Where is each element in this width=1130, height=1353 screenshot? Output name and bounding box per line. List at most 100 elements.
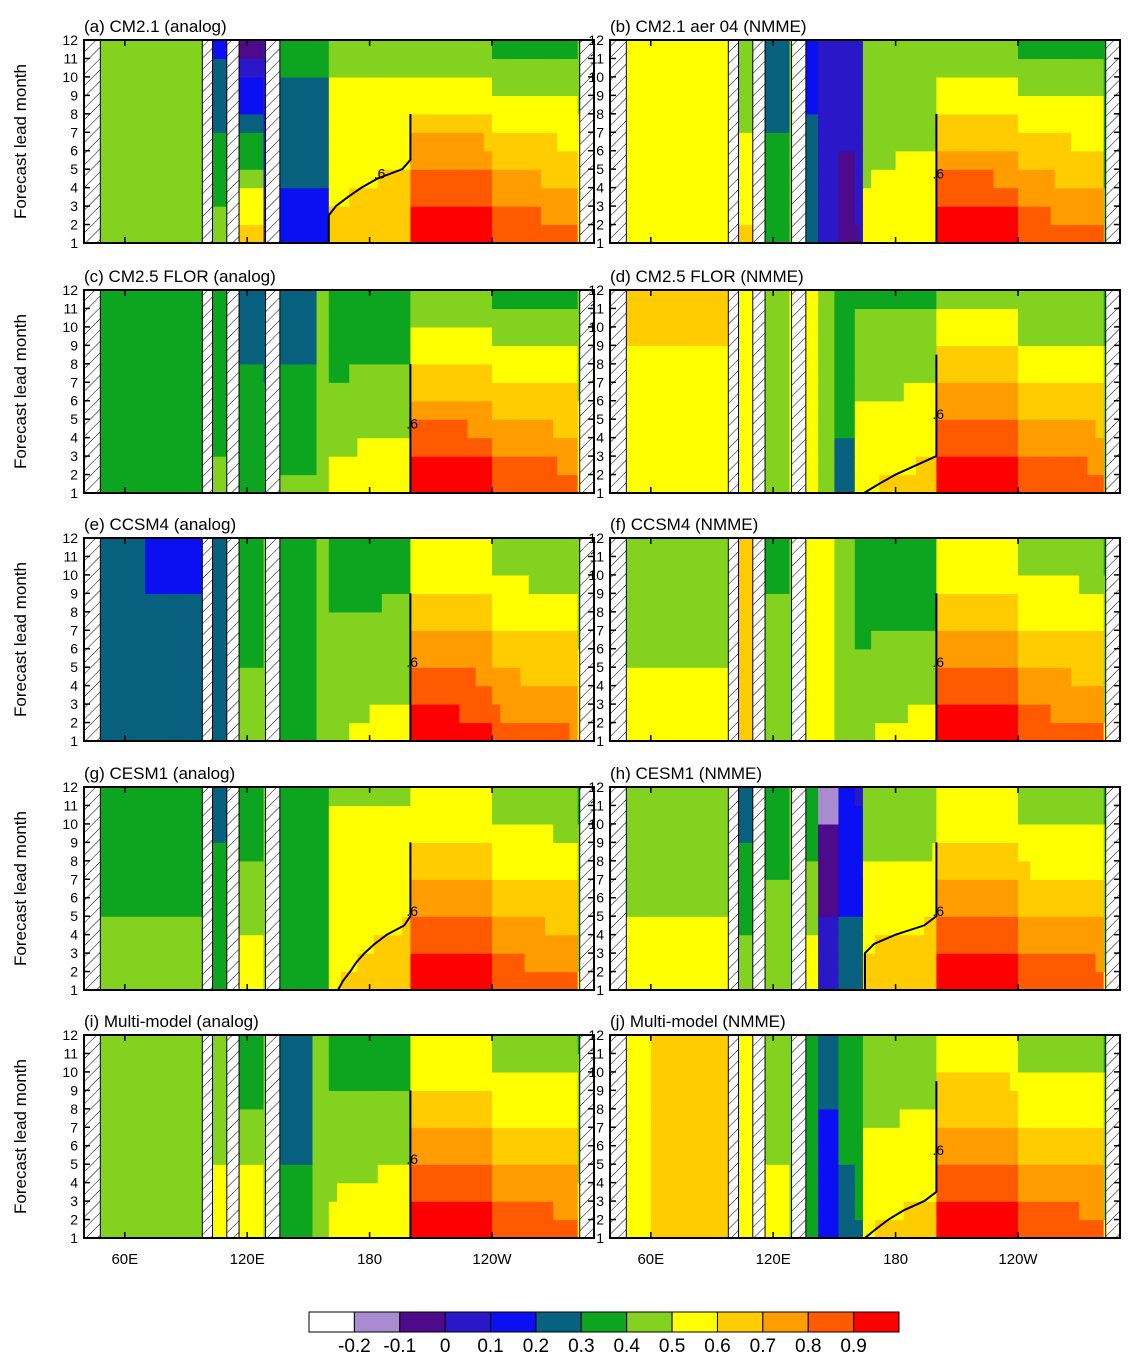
skill-cell — [977, 58, 982, 78]
skill-cell — [414, 76, 420, 96]
skill-cell — [508, 456, 513, 476]
skill-cell — [373, 206, 379, 226]
skill-cell — [288, 132, 293, 152]
skill-cell — [875, 169, 880, 189]
skill-cell — [553, 40, 558, 60]
skill-cell — [365, 95, 371, 115]
skill-cell — [157, 400, 163, 420]
skill-cell — [977, 400, 982, 420]
skill-cell — [654, 187, 660, 207]
skill-cell — [504, 224, 509, 244]
skill-cell — [875, 150, 880, 170]
skill-cell — [932, 113, 937, 133]
skill-cell — [887, 187, 893, 207]
skill-cell — [916, 40, 921, 60]
skill-cell — [858, 206, 864, 226]
skill-cell — [324, 400, 330, 420]
skill-cell — [165, 400, 171, 420]
skill-cell — [814, 58, 819, 78]
skill-cell — [842, 437, 848, 457]
skill-cell — [426, 363, 432, 383]
skill-cell — [402, 345, 407, 365]
skill-cell — [516, 132, 522, 152]
skill-cell — [973, 206, 978, 226]
skill-cell — [157, 169, 163, 189]
skill-cell — [418, 58, 424, 78]
skill-cell — [349, 40, 354, 60]
skill-cell — [1058, 113, 1064, 133]
skill-cell — [1009, 76, 1015, 96]
skill-cell — [124, 326, 130, 346]
skill-cell — [312, 437, 318, 457]
skill-cell — [699, 474, 705, 494]
skill-cell — [875, 95, 880, 115]
skill-cell — [316, 206, 322, 226]
skill-cell — [153, 308, 159, 328]
skill-cell — [654, 206, 660, 226]
skill-cell — [1026, 40, 1031, 60]
skill-cell — [691, 474, 697, 494]
skill-cell — [545, 40, 550, 60]
skill-cell — [777, 40, 782, 60]
skill-cell — [328, 224, 334, 244]
skill-cell — [508, 400, 513, 420]
skill-cell — [430, 382, 436, 402]
skill-cell — [438, 40, 444, 60]
skill-cell — [940, 187, 946, 207]
skill-cell — [194, 132, 199, 152]
skill-cell — [222, 382, 228, 402]
skill-cell — [496, 58, 501, 78]
y-axis-title: Forecast lead month — [11, 64, 30, 219]
skill-cell — [345, 382, 350, 402]
skill-cell — [964, 169, 970, 189]
skill-cell — [524, 224, 530, 244]
skill-cell — [283, 290, 289, 310]
skill-cell — [948, 58, 954, 78]
skill-cell — [1079, 40, 1084, 60]
skill-cell — [805, 187, 811, 207]
skill-cell — [141, 76, 146, 96]
skill-cell — [695, 419, 701, 439]
skill-cell — [818, 419, 823, 439]
skill-cell — [247, 150, 252, 170]
skill-cell — [858, 437, 864, 457]
skill-cell — [124, 206, 130, 226]
skill-cell — [663, 58, 668, 78]
skill-cell — [846, 437, 852, 457]
skill-cell — [357, 345, 363, 365]
skill-cell — [846, 474, 852, 494]
skill-cell — [124, 290, 130, 310]
skill-cell — [952, 58, 958, 78]
skill-cell — [1095, 95, 1101, 115]
skill-cell — [773, 474, 778, 494]
skill-cell — [132, 363, 138, 383]
skill-cell — [361, 187, 367, 207]
skill-cell — [748, 419, 754, 439]
skill-cell — [952, 419, 958, 439]
skill-cell — [549, 113, 554, 133]
skill-cell — [536, 326, 542, 346]
skill-cell — [528, 169, 534, 189]
skill-cell — [879, 58, 884, 78]
y-tick-label: 11 — [63, 300, 78, 316]
skill-cell — [259, 456, 265, 476]
skill-cell — [549, 437, 554, 457]
skill-cell — [805, 224, 811, 244]
skill-cell — [336, 40, 342, 60]
skill-cell — [516, 456, 522, 476]
skill-cell — [390, 150, 395, 170]
skill-cell — [308, 382, 314, 402]
skill-cell — [487, 400, 493, 420]
skill-cell — [312, 187, 318, 207]
skill-cell — [867, 437, 872, 457]
skill-cell — [716, 206, 721, 226]
skill-cell — [377, 150, 383, 170]
skill-cell — [924, 113, 929, 133]
skill-cell — [447, 187, 452, 207]
skill-cell — [667, 437, 672, 457]
skill-cell — [658, 187, 664, 207]
skill-cell — [430, 419, 436, 439]
skill-cell — [858, 113, 864, 133]
skill-cell — [654, 382, 660, 402]
skill-cell — [124, 363, 130, 383]
